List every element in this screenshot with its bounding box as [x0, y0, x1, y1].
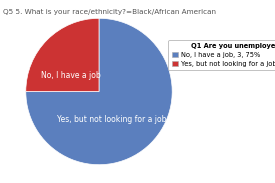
Wedge shape [26, 18, 172, 165]
Wedge shape [26, 18, 99, 92]
Text: Yes, but not looking for a job: Yes, but not looking for a job [57, 115, 167, 124]
Legend: No, I have a job, 3, 75%, Yes, but not looking for a job, 1, 25%: No, I have a job, 3, 75%, Yes, but not l… [168, 40, 275, 70]
Text: Q5 5. What is your race/ethnicity?=Black/African American: Q5 5. What is your race/ethnicity?=Black… [3, 9, 216, 15]
Text: No, I have a job: No, I have a job [41, 71, 101, 80]
